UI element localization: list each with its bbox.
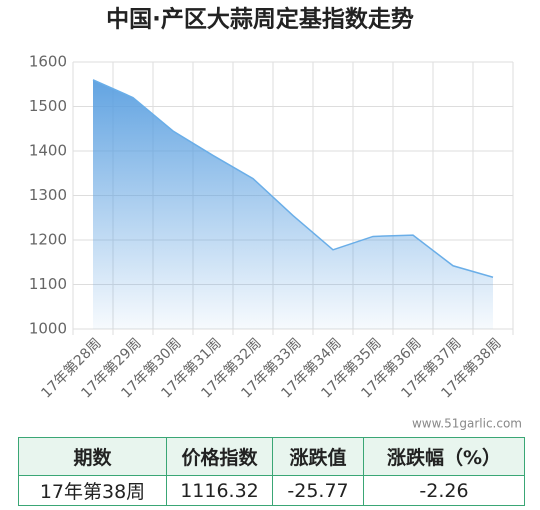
data-table: 期数 价格指数 涨跌值 涨跌幅（%） 17年第38周 1116.32 -25.7… (18, 437, 525, 506)
y-tick-label: 1000 (29, 320, 67, 338)
cell: -2.26 (363, 475, 525, 506)
y-tick-label: 1600 (29, 53, 67, 71)
header-cell: 价格指数 (166, 437, 273, 476)
table-row: 17年第38周 1116.32 -25.77 -2.26 (18, 475, 525, 506)
y-tick-label: 1400 (29, 142, 67, 160)
line (92, 79, 494, 278)
y-tick-label: 1200 (29, 231, 67, 249)
header-cell: 涨跌幅（%） (363, 437, 525, 476)
header-cell: 涨跌值 (272, 437, 364, 476)
table-header: 期数 价格指数 涨跌值 涨跌幅（%） (18, 437, 525, 476)
chart: 中国·产区大蒜周定基指数走势 www.51garlic.com 1000 1100… (29, 6, 522, 431)
cell: 17年第38周 (18, 475, 167, 506)
watermark: www.51garlic.com (412, 417, 522, 431)
chart-title: 中国·产区大蒜周定基指数走势 (106, 6, 414, 33)
cell: -25.77 (272, 475, 364, 506)
y-tick-label: 1100 (29, 275, 67, 293)
y-tick-label: 1300 (29, 186, 67, 204)
area (93, 79, 493, 329)
y-tick-label: 1500 (29, 97, 67, 115)
cell: 1116.32 (166, 475, 273, 506)
header-cell: 期数 (18, 437, 167, 476)
